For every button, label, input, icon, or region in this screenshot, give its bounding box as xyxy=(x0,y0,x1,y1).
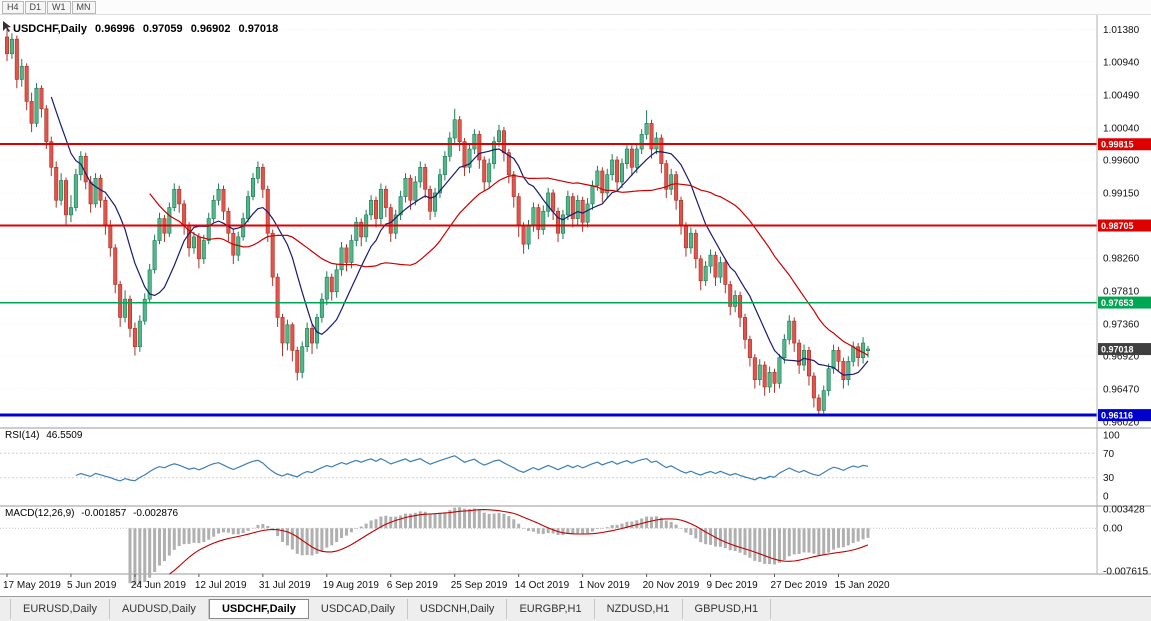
tab-gbpusd-h1[interactable]: GBPUSD,H1 xyxy=(683,599,772,619)
chart-canvas[interactable]: 1.01380 1.00940 1.00490 1.00040 0.99600 0.991… xyxy=(0,15,1151,596)
ohlc-open: 0.96996 xyxy=(95,23,135,35)
current-price-tag: 0.97018 xyxy=(1098,343,1151,356)
svg-text:0.97018: 0.97018 xyxy=(1101,345,1134,355)
ma-line-30 xyxy=(149,174,869,356)
svg-text:30: 30 xyxy=(1103,473,1115,484)
macd-histogram xyxy=(128,507,870,586)
svg-text:0.97653: 0.97653 xyxy=(1101,298,1134,308)
candles-layer xyxy=(5,29,870,415)
tab-audusd-daily[interactable]: AUDUSD,Daily xyxy=(110,599,209,619)
svg-text:1.01380: 1.01380 xyxy=(1103,25,1140,36)
svg-text:70: 70 xyxy=(1103,449,1115,460)
timeframe-button-mn[interactable]: MN xyxy=(71,0,96,14)
tab-eurgbp-h1[interactable]: EURGBP,H1 xyxy=(507,599,595,619)
ohlc-high: 0.97059 xyxy=(142,23,183,35)
chart-background xyxy=(0,15,1151,596)
svg-text:12 Jul 2019: 12 Jul 2019 xyxy=(195,580,247,591)
tab-nzdusd-h1[interactable]: NZDUSD,H1 xyxy=(595,599,683,619)
svg-text:1.00490: 1.00490 xyxy=(1103,90,1140,101)
rsi-value: 46.5509 xyxy=(46,430,83,441)
svg-text:15 Jan 2020: 15 Jan 2020 xyxy=(834,580,889,591)
svg-text:1.00940: 1.00940 xyxy=(1103,57,1140,68)
price-tag-0.99815: 0.99815 xyxy=(1098,138,1151,151)
timeframe-button-d1[interactable]: D1 xyxy=(24,0,47,14)
date-axis[interactable]: 17 May 2019 5 Jun 2019 24 Jun 2019 12 Jul 2… xyxy=(3,574,890,591)
price-tag-0.96116: 0.96116 xyxy=(1098,409,1151,422)
chart-tabbar: EURUSD,Daily AUDUSD,Daily USDCHF,Daily USDC… xyxy=(0,596,1151,621)
tab-eurusd-daily[interactable]: EURUSD,Daily xyxy=(10,599,110,619)
svg-text:17 May 2019: 17 May 2019 xyxy=(3,580,61,591)
svg-text:6 Sep 2019: 6 Sep 2019 xyxy=(387,580,439,591)
svg-text:100: 100 xyxy=(1103,431,1120,442)
rsi-line xyxy=(75,455,869,482)
svg-text:0: 0 xyxy=(1103,492,1109,503)
svg-text:0.97810: 0.97810 xyxy=(1103,287,1140,298)
svg-text:0.00: 0.00 xyxy=(1103,524,1123,535)
svg-text:20 Nov 2019: 20 Nov 2019 xyxy=(643,580,700,591)
ohlc-close: 0.97018 xyxy=(238,23,279,35)
rsi-indicator-label: RSI(14) 46.5509 xyxy=(5,430,86,441)
chart-symbol-label: USDCHF,Daily xyxy=(13,23,87,35)
svg-text:0.98705: 0.98705 xyxy=(1101,221,1134,231)
macd-value: -0.001857 xyxy=(81,508,127,519)
svg-text:0.99600: 0.99600 xyxy=(1103,155,1140,166)
svg-text:1.00040: 1.00040 xyxy=(1103,123,1140,134)
tab-usdcad-daily[interactable]: USDCAD,Daily xyxy=(309,599,408,619)
svg-text:25 Sep 2019: 25 Sep 2019 xyxy=(451,580,508,591)
svg-text:5 Jun 2019: 5 Jun 2019 xyxy=(67,580,117,591)
tab-usdchf-daily[interactable]: USDCHF,Daily xyxy=(208,599,309,619)
ohlc-low: 0.96902 xyxy=(190,23,231,35)
svg-text:0.96116: 0.96116 xyxy=(1101,411,1133,421)
svg-text:9 Dec 2019: 9 Dec 2019 xyxy=(707,580,759,591)
price-tag-0.98705: 0.98705 xyxy=(1098,219,1151,232)
macd-signal-value: -0.002876 xyxy=(133,508,179,519)
svg-text:0.96920: 0.96920 xyxy=(1103,352,1140,363)
svg-text:-0.007615: -0.007615 xyxy=(1103,567,1148,578)
price-tag-0.97653: 0.97653 xyxy=(1098,296,1151,309)
svg-text:24 Jun 2019: 24 Jun 2019 xyxy=(131,580,186,591)
svg-text:14 Oct 2019: 14 Oct 2019 xyxy=(515,580,570,591)
svg-text:0.97360: 0.97360 xyxy=(1103,320,1140,331)
ma-line-10 xyxy=(50,96,869,376)
rsi-name: RSI(14) xyxy=(5,430,40,441)
macd-indicator-label: MACD(12,26,9) -0.001857 -0.002876 xyxy=(5,508,182,519)
svg-text:0.98260: 0.98260 xyxy=(1103,254,1140,265)
price-axis[interactable]: 1.01380 1.00940 1.00490 1.00040 0.99600 0.991… xyxy=(1103,25,1148,577)
svg-text:1 Nov 2019: 1 Nov 2019 xyxy=(579,580,631,591)
timeframe-button-w1[interactable]: W1 xyxy=(47,0,71,14)
timeframe-toolbar: H4 D1 W1 MN xyxy=(0,0,1151,15)
cursor-arrow-icon xyxy=(3,21,11,32)
svg-text:0.96470: 0.96470 xyxy=(1103,385,1140,396)
svg-text:0.003428: 0.003428 xyxy=(1103,505,1145,516)
macd-signal-line xyxy=(169,509,869,575)
macd-name: MACD(12,26,9) xyxy=(5,508,75,519)
svg-text:0.99815: 0.99815 xyxy=(1101,140,1134,150)
svg-text:19 Aug 2019: 19 Aug 2019 xyxy=(323,580,380,591)
svg-text:31 Jul 2019: 31 Jul 2019 xyxy=(259,580,311,591)
chart-ohlc-header: USDCHF,Daily 0.96996 0.97059 0.96902 0.9… xyxy=(13,23,283,35)
timeframe-button-h4[interactable]: H4 xyxy=(2,0,24,14)
svg-text:0.96020: 0.96020 xyxy=(1103,418,1140,429)
svg-text:27 Dec 2019: 27 Dec 2019 xyxy=(771,580,828,591)
svg-text:0.99150: 0.99150 xyxy=(1103,188,1140,199)
tab-usdcnh-daily[interactable]: USDCNH,Daily xyxy=(408,599,508,619)
